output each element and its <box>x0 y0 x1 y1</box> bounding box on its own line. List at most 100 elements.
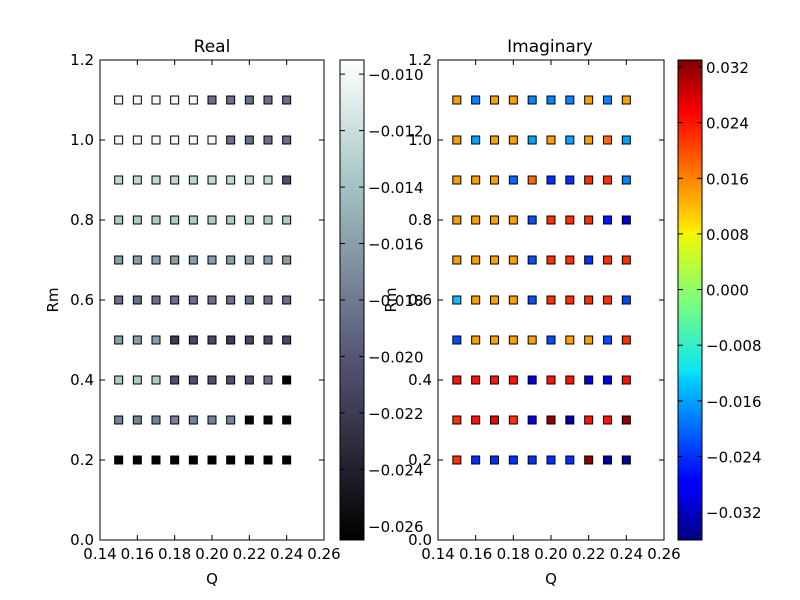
imaginary-marker <box>546 175 556 185</box>
real-marker <box>151 295 161 305</box>
imaginary-marker <box>452 255 462 265</box>
real-marker <box>207 135 217 145</box>
real-marker <box>207 95 217 105</box>
imaginary-marker <box>621 455 631 465</box>
imaginary-marker <box>584 215 594 225</box>
real-marker <box>188 335 198 345</box>
real-marker <box>132 255 142 265</box>
imaginary-x-tick-label: 0.16 <box>459 545 492 563</box>
real-marker <box>151 95 161 105</box>
imaginary-marker <box>584 255 594 265</box>
imaginary-colorbar: 0.032 0.024 0.016 0.008 0.000 −0.008 −0.016 −0.… <box>677 59 762 541</box>
imaginary-x-tick-label: 0.24 <box>610 545 643 563</box>
imaginary-marker <box>527 95 537 105</box>
real-y-label: Rm <box>44 287 62 312</box>
imaginary-x-tick-label: 0.18 <box>497 545 530 563</box>
imaginary-marker <box>565 255 575 265</box>
imaginary-marker <box>546 95 556 105</box>
imaginary-marker <box>490 135 499 145</box>
imaginary-marker <box>621 135 631 145</box>
imaginary-marker <box>508 255 518 265</box>
real-colorbar-tick-label: −0.022 <box>368 405 424 423</box>
real-marker <box>207 255 217 265</box>
real-marker <box>226 135 236 145</box>
real-y-tick-label: 0.4 <box>70 371 94 389</box>
real-marker <box>226 455 236 465</box>
real-colorbar-tick-label: −0.012 <box>368 123 424 141</box>
real-marker <box>244 415 254 425</box>
imaginary-marker <box>527 415 537 425</box>
imaginary-marker <box>621 335 631 345</box>
real-marker <box>263 335 273 345</box>
real-marker <box>282 255 292 265</box>
imaginary-marker <box>527 215 537 225</box>
imaginary-y-axis: 0.0 0.2 0.4 0.6 0.8 1.0 1.2 <box>408 51 664 549</box>
imaginary-marker <box>508 175 518 185</box>
real-marker <box>170 335 180 345</box>
real-marker <box>263 215 273 225</box>
imaginary-marker <box>527 175 537 185</box>
real-marker <box>226 295 236 305</box>
real-y-tick-label: 0.6 <box>70 291 94 309</box>
imaginary-x-label: Q <box>545 570 557 588</box>
imaginary-marker <box>584 335 594 345</box>
real-marker <box>282 175 292 185</box>
real-marker <box>170 455 180 465</box>
real-marker <box>282 95 292 105</box>
imaginary-colorbar-tick-label: −0.032 <box>706 504 762 522</box>
real-marker <box>226 415 236 425</box>
real-marker <box>170 175 180 185</box>
real-marker <box>151 375 161 385</box>
real-marker <box>226 95 236 105</box>
real-marker <box>282 375 292 385</box>
imaginary-marker <box>471 295 481 305</box>
imaginary-marker <box>546 255 556 265</box>
imaginary-marker <box>471 175 481 185</box>
real-marker <box>132 335 142 345</box>
real-marker <box>114 175 124 185</box>
real-marker <box>207 175 217 185</box>
imaginary-marker <box>508 375 518 385</box>
imaginary-marker <box>603 175 612 185</box>
imaginary-y-tick-label: 0.2 <box>408 451 432 469</box>
real-x-tick-label: 0.24 <box>270 545 303 563</box>
real-marker <box>114 95 124 105</box>
real-marker <box>151 175 161 185</box>
imaginary-marker <box>546 135 556 145</box>
real-marker <box>282 215 292 225</box>
real-marker <box>170 295 180 305</box>
imaginary-marker <box>603 95 612 105</box>
imaginary-marker <box>584 375 594 385</box>
real-marker <box>170 135 180 145</box>
imaginary-marker <box>508 95 518 105</box>
imaginary-marker <box>621 415 631 425</box>
real-marker <box>226 175 236 185</box>
imaginary-y-tick-label: 0.0 <box>408 531 432 549</box>
imaginary-marker <box>452 335 462 345</box>
imaginary-marker <box>508 295 518 305</box>
imaginary-marker <box>584 95 594 105</box>
imaginary-marker <box>621 215 631 225</box>
real-colorbar: −0.010 −0.012 −0.014 −0.016 −0.018 −0.020 −0.0… <box>339 59 424 541</box>
real-colorbar-tick-label: −0.026 <box>368 518 424 536</box>
imaginary-marker <box>452 455 462 465</box>
imaginary-marker <box>527 255 537 265</box>
imaginary-marker <box>471 415 481 425</box>
real-marker <box>207 455 217 465</box>
real-marker <box>263 455 273 465</box>
imaginary-marker <box>565 335 575 345</box>
real-marker <box>132 455 142 465</box>
imaginary-y-tick-label: 1.0 <box>408 131 432 149</box>
imaginary-marker <box>471 215 481 225</box>
imaginary-y-tick-label: 0.6 <box>408 291 432 309</box>
imaginary-marker <box>452 295 462 305</box>
real-marker <box>263 415 273 425</box>
imaginary-marker <box>546 455 556 465</box>
real-marker <box>170 415 180 425</box>
imaginary-marker <box>603 455 612 465</box>
imaginary-x-tick-label: 0.22 <box>572 545 605 563</box>
imaginary-marker <box>565 455 575 465</box>
real-x-tick-label: 0.20 <box>195 545 228 563</box>
real-marker <box>226 255 236 265</box>
imaginary-marker <box>471 375 481 385</box>
